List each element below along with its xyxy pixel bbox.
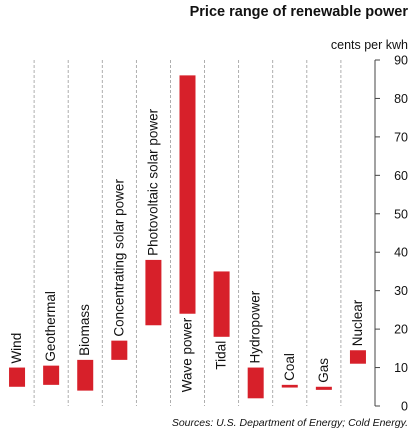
price-range-bar	[9, 367, 26, 387]
category-label: Gas	[316, 358, 331, 383]
category-label: Tidal	[214, 341, 229, 370]
price-range-bar	[179, 75, 196, 314]
category-label: Wind	[9, 333, 24, 364]
price-range-bar	[281, 384, 298, 388]
price-range-bar	[247, 367, 264, 399]
y-tick-label: 70	[394, 130, 408, 144]
category-label: Coal	[282, 353, 297, 381]
y-axis-unit-label: cents per kwh	[331, 38, 408, 52]
category-label: Geothermal	[43, 291, 58, 362]
y-tick-label: 60	[394, 169, 408, 183]
y-tick-label: 90	[394, 54, 408, 68]
price-range-bars	[9, 75, 366, 399]
y-tick-label: 40	[394, 246, 408, 260]
category-label: Photovoltaic solar power	[145, 108, 160, 256]
category-label: Hydropower	[248, 290, 263, 363]
category-label: Wave power	[180, 317, 195, 392]
y-tick-label: 20	[394, 323, 408, 337]
category-label: Concentrating solar power	[111, 179, 126, 337]
y-axis-ticks: 0 10 20 30 40 50 60 70 80 90	[375, 54, 408, 414]
category-labels: Wind Geothermal Biomass Concentrating solar…	[9, 108, 365, 392]
y-tick-label: 50	[394, 207, 408, 221]
chart-title: Price range of renewable power	[190, 4, 409, 20]
price-range-bar	[77, 359, 94, 391]
price-range-bar	[213, 271, 230, 337]
category-label: Nuclear	[350, 299, 365, 346]
price-range-bar	[315, 386, 332, 390]
y-tick-label: 0	[401, 400, 408, 414]
category-label: Biomass	[77, 304, 92, 356]
price-range-bar	[145, 259, 162, 326]
source-note: Sources: U.S. Department of Energy; Cold…	[172, 417, 408, 429]
price-range-bar	[111, 340, 128, 360]
price-range-bar	[43, 365, 60, 385]
column-separators	[33, 60, 342, 406]
y-tick-label: 10	[394, 361, 408, 375]
y-tick-label: 30	[394, 284, 408, 298]
price-range-bar	[349, 350, 366, 364]
y-tick-label: 80	[394, 92, 408, 106]
